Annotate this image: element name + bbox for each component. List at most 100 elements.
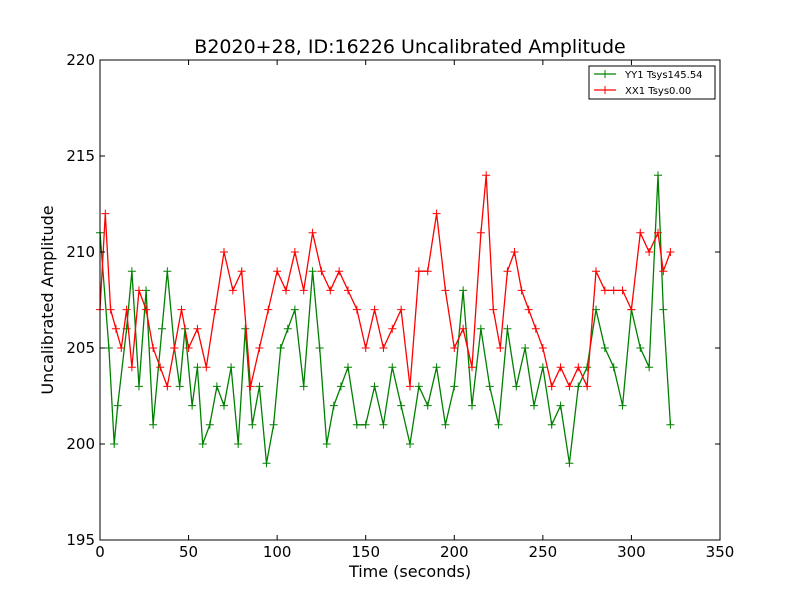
data-point: [308, 267, 317, 276]
data-point: [299, 286, 308, 295]
data-point: [476, 324, 485, 333]
data-point: [397, 305, 406, 314]
legend-label: YY1 Tsys145.54: [624, 70, 703, 81]
data-point: [344, 363, 352, 372]
data-point: [228, 286, 237, 295]
data-point: [521, 344, 530, 352]
data-point: [352, 305, 361, 314]
data-point: [414, 267, 423, 276]
data-point: [283, 324, 292, 333]
data-point: [489, 305, 498, 314]
data-point: [149, 420, 158, 429]
data-point: [158, 324, 166, 333]
data-point: [441, 420, 450, 429]
x-tick-label: 100: [263, 543, 292, 561]
data-point: [282, 286, 290, 295]
data-point: [317, 267, 326, 276]
chart-title: B2020+28, ID:16226 Uncalibrated Amplitud…: [194, 36, 625, 58]
data-point: [496, 344, 505, 352]
data-point: [645, 248, 654, 256]
data-point: [290, 248, 299, 256]
data-point: [117, 344, 126, 352]
data-point: [170, 344, 179, 352]
data-point: [654, 171, 662, 180]
data-point: [262, 459, 271, 468]
legend-label: XX1 Tsys0.00: [625, 86, 691, 97]
data-point: [193, 363, 202, 372]
data-point: [234, 440, 243, 448]
y-tick-label: 215: [66, 147, 95, 165]
data-point: [482, 171, 491, 180]
data-point: [666, 420, 675, 429]
data-point: [423, 401, 432, 410]
x-tick-label: 250: [529, 543, 558, 561]
data-point: [432, 209, 441, 218]
data-point: [122, 305, 131, 314]
data-point: [423, 267, 432, 276]
data-point: [237, 267, 246, 276]
data-point: [388, 324, 397, 333]
data-point: [450, 344, 459, 352]
data-point: [459, 286, 468, 295]
data-point: [344, 286, 352, 295]
data-point: [406, 440, 414, 448]
data-point: [193, 324, 202, 333]
data-point: [531, 324, 540, 333]
y-tick-label: 210: [66, 243, 95, 261]
data-point: [503, 267, 512, 276]
data-point: [113, 401, 122, 410]
data-point: [322, 440, 331, 448]
data-point: [248, 420, 257, 429]
data-point: [636, 344, 645, 352]
series-1: [96, 171, 675, 468]
data-point: [600, 344, 609, 352]
data-point: [255, 382, 264, 391]
series-line: [99, 175, 672, 464]
legend-box: [588, 65, 716, 100]
data-point: [370, 382, 379, 391]
data-point: [211, 305, 220, 314]
legend-entry: XX1 Tsys0.00: [594, 86, 691, 97]
data-point: [441, 286, 450, 295]
data-point: [335, 267, 344, 276]
data-point: [379, 344, 388, 352]
data-point: [583, 382, 592, 391]
data-point: [659, 305, 668, 314]
data-point: [264, 305, 273, 314]
x-tick-label: 300: [617, 543, 646, 561]
data-point: [149, 344, 158, 352]
y-tick-label: 205: [66, 339, 95, 357]
legend: YY1 Tsys145.54 XX1 Tsys0.00: [588, 65, 716, 100]
data-point: [609, 286, 618, 295]
data-point: [227, 363, 236, 372]
data-point: [592, 267, 600, 276]
data-point: [111, 324, 120, 333]
data-point: [299, 382, 308, 391]
data-point: [485, 382, 494, 391]
data-point: [565, 382, 574, 391]
data-point: [104, 344, 113, 352]
data-point: [184, 344, 193, 352]
ticks-layer: 0 50 100 150 200 250 300 350 195 200 205 210 215 220: [66, 51, 734, 561]
data-point: [290, 305, 299, 314]
data-point: [538, 363, 547, 372]
data-point: [600, 286, 609, 295]
data-point: [512, 382, 521, 391]
data-point: [198, 440, 207, 448]
x-axis-label: Time (seconds): [348, 562, 471, 581]
y-axis-label: Uncalibrated Amplitude: [38, 205, 57, 394]
data-point: [163, 382, 172, 391]
data-point: [538, 344, 547, 352]
data-point: [510, 248, 519, 256]
data-point: [609, 363, 618, 372]
data-point: [202, 363, 211, 372]
data-point: [556, 401, 565, 410]
data-point: [246, 382, 255, 391]
x-tick-label: 50: [179, 543, 198, 561]
data-point: [627, 305, 636, 314]
data-point: [177, 305, 186, 314]
data-point: [468, 363, 476, 372]
data-point: [414, 382, 423, 391]
plot-frame: [99, 59, 721, 541]
